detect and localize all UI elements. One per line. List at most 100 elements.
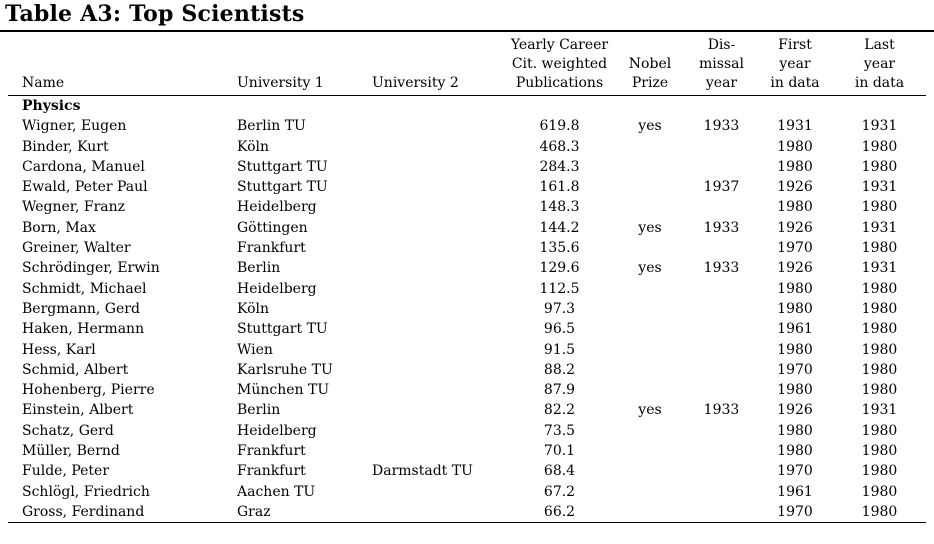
table-row: Schmid, Albert Karlsruhe TU 88.2 1970 1980 bbox=[8, 360, 926, 380]
cell-last: 1980 bbox=[861, 361, 898, 378]
cell-dismissal bbox=[686, 197, 757, 217]
table-row: Haken, Hermann Stuttgart TU 96.5 1961 1980 bbox=[8, 319, 926, 339]
column-header-name: Name bbox=[22, 75, 65, 91]
cell-pubs: 91.5 bbox=[543, 341, 576, 358]
cell-last: 1980 bbox=[861, 503, 898, 520]
cell-uni2 bbox=[372, 279, 505, 299]
cell-last: 1980 bbox=[861, 300, 898, 317]
cell-first: 1926 bbox=[777, 179, 813, 196]
table-row: Schlögl, Friedrich Aachen TU 67.2 1961 1980 bbox=[8, 482, 926, 502]
cell-nobel bbox=[614, 421, 686, 441]
cell-dismissal bbox=[686, 482, 757, 502]
cell-pubs: 88.2 bbox=[543, 361, 576, 378]
cell-dismissal bbox=[686, 461, 757, 481]
cell-uni1: Graz bbox=[237, 503, 271, 520]
cell-pubs: 148.3 bbox=[539, 199, 580, 216]
cell-dismissal: 1933 bbox=[703, 118, 740, 135]
cell-uni2 bbox=[372, 177, 505, 197]
cell-name: Cardona, Manuel bbox=[22, 158, 145, 175]
cell-pubs: 161.8 bbox=[539, 179, 580, 196]
cell-nobel bbox=[614, 461, 686, 481]
cell-uni2 bbox=[372, 238, 505, 258]
table-title: Table A3: Top Scientists bbox=[5, 1, 305, 27]
cell-uni1: Köln bbox=[237, 138, 270, 155]
cell-nobel bbox=[614, 157, 686, 177]
cell-pubs: 129.6 bbox=[539, 260, 580, 277]
cell-uni2 bbox=[372, 197, 505, 217]
cell-last: 1980 bbox=[861, 463, 898, 480]
cell-dismissal bbox=[686, 441, 757, 461]
table-row: Müller, Bernd Frankfurt 70.1 1980 1980 bbox=[8, 441, 926, 461]
cell-nobel bbox=[614, 299, 686, 319]
cell-pubs: 68.4 bbox=[543, 463, 576, 480]
table-body: Physics Wigner, Eugen Berlin TU 619.8 yes 193… bbox=[8, 96, 926, 523]
cell-uni1: Stuttgart TU bbox=[237, 158, 328, 175]
cell-nobel bbox=[614, 238, 686, 258]
cell-first: 1970 bbox=[777, 463, 813, 480]
cell-name: Fulde, Peter bbox=[22, 463, 110, 480]
column-header-last: Last year in data bbox=[854, 37, 905, 91]
cell-uni2 bbox=[372, 319, 505, 339]
table-row: Fulde, Peter Frankfurt Darmstadt TU 68.4 197… bbox=[8, 461, 926, 481]
column-header-uni2: University 2 bbox=[372, 75, 459, 91]
cell-dismissal bbox=[686, 360, 757, 380]
cell-nobel: yes bbox=[638, 260, 662, 277]
cell-uni2 bbox=[372, 218, 505, 238]
cell-nobel bbox=[614, 340, 686, 360]
table-row: Schmidt, Michael Heidelberg 112.5 1980 1980 bbox=[8, 279, 926, 299]
cell-pubs: 468.3 bbox=[539, 138, 580, 155]
cell-name: Haken, Hermann bbox=[22, 321, 145, 338]
cell-last: 1980 bbox=[861, 422, 898, 439]
cell-name: Hess, Karl bbox=[22, 341, 96, 358]
cell-uni2 bbox=[372, 137, 505, 157]
cell-uni2 bbox=[372, 258, 505, 278]
cell-nobel bbox=[614, 319, 686, 339]
cell-last: 1931 bbox=[861, 179, 898, 196]
cell-uni1: Berlin bbox=[237, 402, 281, 419]
cell-name: Schmidt, Michael bbox=[22, 280, 147, 297]
column-header-uni1: University 1 bbox=[237, 75, 324, 91]
cell-dismissal bbox=[686, 157, 757, 177]
cell-dismissal bbox=[686, 279, 757, 299]
cell-uni1: Frankfurt bbox=[237, 240, 306, 257]
section-row: Physics bbox=[8, 96, 926, 117]
cell-last: 1980 bbox=[861, 158, 898, 175]
cell-uni2: Darmstadt TU bbox=[372, 463, 473, 480]
cell-dismissal bbox=[686, 502, 757, 523]
cell-first: 1970 bbox=[777, 503, 813, 520]
cell-last: 1931 bbox=[861, 260, 898, 277]
cell-nobel: yes bbox=[638, 118, 662, 135]
cell-first: 1980 bbox=[777, 341, 813, 358]
cell-pubs: 96.5 bbox=[543, 321, 576, 338]
cell-uni2 bbox=[372, 340, 505, 360]
table-row: Hess, Karl Wien 91.5 1980 1980 bbox=[8, 340, 926, 360]
table-row: Schrödinger, Erwin Berlin 129.6 yes 1933 1926… bbox=[8, 258, 926, 278]
cell-uni1: Heidelberg bbox=[237, 422, 317, 439]
cell-uni1: Heidelberg bbox=[237, 280, 317, 297]
cell-dismissal bbox=[686, 319, 757, 339]
cell-nobel bbox=[614, 380, 686, 400]
cell-uni1: München TU bbox=[237, 382, 330, 399]
cell-dismissal bbox=[686, 137, 757, 157]
cell-uni1: Heidelberg bbox=[237, 199, 317, 216]
table-row: Hohenberg, Pierre München TU 87.9 1980 1980 bbox=[8, 380, 926, 400]
cell-nobel: yes bbox=[638, 402, 662, 419]
cell-uni2 bbox=[372, 360, 505, 380]
table-row: Schatz, Gerd Heidelberg 73.5 1980 1980 bbox=[8, 421, 926, 441]
cell-last: 1980 bbox=[861, 341, 898, 358]
cell-last: 1931 bbox=[861, 219, 898, 236]
cell-pubs: 284.3 bbox=[539, 158, 580, 175]
section-label: Physics bbox=[22, 98, 81, 114]
table-row: Binder, Kurt Köln 468.3 1980 1980 bbox=[8, 137, 926, 157]
table-row: Greiner, Walter Frankfurt 135.6 1970 1980 bbox=[8, 238, 926, 258]
title-divider bbox=[0, 30, 934, 32]
cell-uni2 bbox=[372, 299, 505, 319]
cell-first: 1980 bbox=[777, 199, 813, 216]
cell-uni1: Aachen TU bbox=[237, 483, 316, 500]
cell-uni2 bbox=[372, 421, 505, 441]
cell-name: Schatz, Gerd bbox=[22, 422, 114, 439]
cell-uni2 bbox=[372, 157, 505, 177]
cell-first: 1970 bbox=[777, 240, 813, 257]
cell-name: Wegner, Franz bbox=[22, 199, 125, 216]
cell-name: Schrödinger, Erwin bbox=[22, 260, 160, 277]
